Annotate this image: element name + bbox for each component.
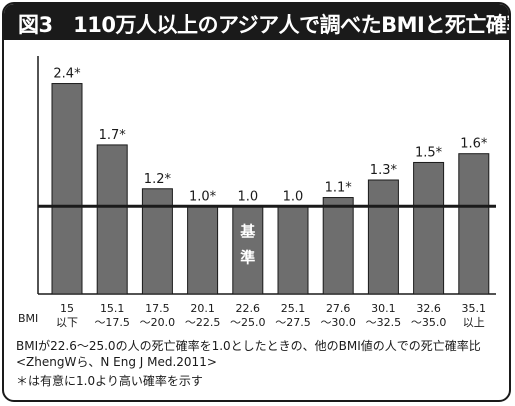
- x-axis-label: BMI: [18, 312, 38, 325]
- reference-label-char-1: 準: [240, 248, 255, 266]
- tick-label-8-b: ～35.0: [411, 316, 447, 329]
- data-label-4: 1.0: [237, 189, 258, 204]
- caption-source: <ZhengWら、N Eng J Med.2011>: [16, 355, 217, 369]
- bar-7: [367, 179, 399, 295]
- bar-8: [413, 161, 445, 295]
- tick-label-5-a: 25.1: [281, 302, 306, 315]
- tick-label-3-b: ～22.5: [185, 316, 221, 329]
- tick-label-7-a: 30.1: [371, 302, 396, 315]
- data-label-0: 2.4*: [53, 67, 81, 82]
- tick-label-4-a: 22.6: [236, 302, 261, 315]
- caption-significance: ＊は有意に1.0より高い確率を示す: [16, 374, 203, 388]
- tick-label-0-b: 以下: [56, 316, 78, 329]
- tick-label-3-a: 20.1: [190, 302, 215, 315]
- tick-label-4-b: ～25.0: [230, 316, 266, 329]
- title-bar: 図3 110万人以上のアジア人で調べたBMIと死亡確率: [4, 4, 509, 40]
- tick-label-1-a: 15.1: [100, 302, 125, 315]
- bar-1: [96, 144, 128, 295]
- bar-4: [232, 205, 264, 295]
- figure-title: 図3 110万人以上のアジア人で調べたBMIと死亡確率: [18, 13, 511, 37]
- bar-0: [51, 83, 83, 295]
- tick-label-2-a: 17.5: [145, 302, 170, 315]
- reference-label-char-0: 基: [239, 222, 256, 240]
- bar-6: [322, 197, 354, 295]
- data-label-8: 1.5*: [415, 145, 443, 160]
- data-label-3: 1.0*: [189, 189, 217, 204]
- caption-note: BMIが22.6～25.0の人の死亡確率を1.0としたときの、他のBMI値の人で…: [16, 339, 481, 353]
- figure-frame: 図3 110万人以上のアジア人で調べたBMIと死亡確率: [2, 2, 511, 402]
- data-label-7: 1.3*: [370, 163, 398, 178]
- data-label-5: 1.0: [283, 189, 304, 204]
- tick-label-2-b: ～20.0: [140, 316, 176, 329]
- tick-label-0-a: 15: [60, 302, 74, 315]
- tick-label-6-b: ～30.0: [320, 316, 356, 329]
- data-label-1: 1.7*: [99, 128, 127, 143]
- tick-label-1-b: ～17.5: [94, 316, 130, 329]
- bar-9: [458, 153, 490, 295]
- data-label-9: 1.6*: [460, 137, 488, 152]
- bar-2: [141, 188, 173, 295]
- tick-label-8-a: 32.6: [416, 302, 441, 315]
- bar-5: [277, 205, 309, 295]
- tick-label-7-b: ～32.5: [366, 316, 402, 329]
- tick-label-9-a: 35.1: [462, 302, 487, 315]
- data-label-6: 1.1*: [325, 181, 353, 196]
- tick-label-5-b: ～27.5: [275, 316, 311, 329]
- tick-label-9-b: 以上: [463, 316, 485, 329]
- tick-label-6-a: 27.6: [326, 302, 351, 315]
- data-label-2: 1.2*: [144, 172, 172, 187]
- bar-3: [187, 205, 219, 295]
